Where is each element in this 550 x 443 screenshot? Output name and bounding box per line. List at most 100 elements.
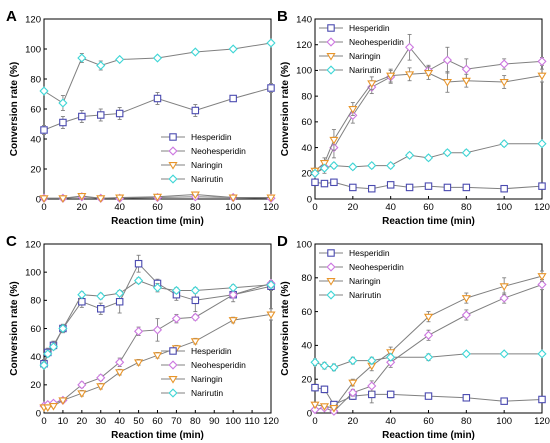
data-point xyxy=(499,79,509,87)
y-tick-label: 40 xyxy=(301,143,312,154)
data-point xyxy=(405,42,415,52)
series-naringin xyxy=(39,191,276,203)
data-point xyxy=(228,290,238,300)
data-point xyxy=(462,394,471,402)
data-point xyxy=(228,194,238,203)
y-axis-label: Conversion rate (%) xyxy=(9,62,20,156)
x-tick-label: 40 xyxy=(385,202,396,213)
data-point xyxy=(115,357,125,367)
data-point xyxy=(367,356,377,366)
data-point xyxy=(405,71,415,79)
y-tick-label: 0 xyxy=(307,194,312,205)
data-point xyxy=(442,55,452,65)
x-tick-label: 20 xyxy=(77,202,88,213)
data-point xyxy=(48,342,59,352)
data-point xyxy=(537,56,547,67)
legend-label: Narirutin xyxy=(349,65,381,75)
data-point xyxy=(386,181,395,189)
series-line xyxy=(43,262,272,364)
series-narirutin xyxy=(39,38,276,111)
data-point xyxy=(348,388,358,398)
data-point xyxy=(329,136,339,145)
y-axis-label: Conversion rate (%) xyxy=(280,62,291,156)
y-tick-label: 20 xyxy=(30,164,41,175)
legend-marker xyxy=(169,133,177,141)
data-point xyxy=(39,86,49,96)
data-point xyxy=(329,362,339,372)
data-point xyxy=(266,280,276,290)
data-point xyxy=(152,53,163,63)
data-point xyxy=(152,193,163,202)
data-point xyxy=(329,160,339,171)
data-point xyxy=(538,395,546,404)
data-point xyxy=(367,184,376,193)
legend-marker xyxy=(168,146,178,156)
series-naringin xyxy=(310,270,547,413)
data-point xyxy=(97,111,105,119)
data-point xyxy=(423,153,434,163)
data-point xyxy=(310,357,320,367)
data-point xyxy=(500,397,508,405)
data-point xyxy=(152,352,163,360)
y-tick-label: 140 xyxy=(296,14,312,25)
data-point xyxy=(171,314,181,324)
legend-marker xyxy=(326,262,336,272)
data-point xyxy=(461,77,471,86)
x-tick-label: 100 xyxy=(496,202,512,213)
data-point xyxy=(500,184,508,193)
data-point xyxy=(190,285,200,296)
data-point xyxy=(537,72,547,81)
data-point xyxy=(228,44,238,54)
panel-label: A xyxy=(6,8,17,25)
data-point xyxy=(96,195,106,203)
data-point xyxy=(115,297,124,306)
series-neohesperidin xyxy=(39,278,276,411)
plot-frame xyxy=(43,18,272,200)
x-tick-label: 0 xyxy=(312,202,317,213)
data-point xyxy=(77,290,87,300)
data-point xyxy=(58,397,68,405)
data-point xyxy=(78,112,86,121)
data-point xyxy=(386,72,396,81)
data-point xyxy=(320,385,329,394)
series-hesperidin xyxy=(311,178,546,193)
data-point xyxy=(423,313,434,322)
x-tick-label: 60 xyxy=(423,202,434,213)
series-hesperidin xyxy=(40,254,275,369)
x-tick-label: 70 xyxy=(171,416,182,427)
data-point xyxy=(348,106,358,114)
data-point xyxy=(538,182,546,190)
legend-label: Neohesperidin xyxy=(191,146,246,156)
x-tick-label: 100 xyxy=(225,202,241,213)
legend-label: Neohesperidin xyxy=(349,262,404,272)
data-point xyxy=(386,160,396,171)
legend: Hesperidin Neohesperidin Naringin Narirutin xyxy=(161,132,246,184)
legend-label: Naringin xyxy=(191,160,223,170)
legend-marker xyxy=(168,388,178,398)
x-tick-label: 100 xyxy=(496,416,512,427)
x-tick-label: 60 xyxy=(423,416,434,427)
data-point xyxy=(96,291,106,301)
legend: Hesperidin Neohesperidin Naringin Narirutin xyxy=(161,346,246,398)
data-point xyxy=(537,349,547,359)
data-point xyxy=(48,403,59,411)
data-point xyxy=(311,178,319,187)
data-point xyxy=(386,390,395,399)
data-point xyxy=(229,94,237,103)
x-tick-label: 60 xyxy=(152,202,163,213)
x-tick-label: 110 xyxy=(245,416,260,427)
y-tick-label: 60 xyxy=(301,117,312,128)
data-point xyxy=(228,317,238,325)
data-point xyxy=(115,369,125,377)
legend-marker xyxy=(327,249,335,257)
legend-label: Naringin xyxy=(191,374,223,384)
data-point xyxy=(405,183,414,192)
data-point xyxy=(537,273,547,281)
x-tick-label: 0 xyxy=(41,202,46,213)
legend-marker xyxy=(168,360,178,370)
y-tick-label: 40 xyxy=(30,352,41,363)
data-point xyxy=(191,106,200,115)
data-point xyxy=(311,383,319,392)
data-point xyxy=(442,148,452,158)
data-point xyxy=(330,178,338,187)
